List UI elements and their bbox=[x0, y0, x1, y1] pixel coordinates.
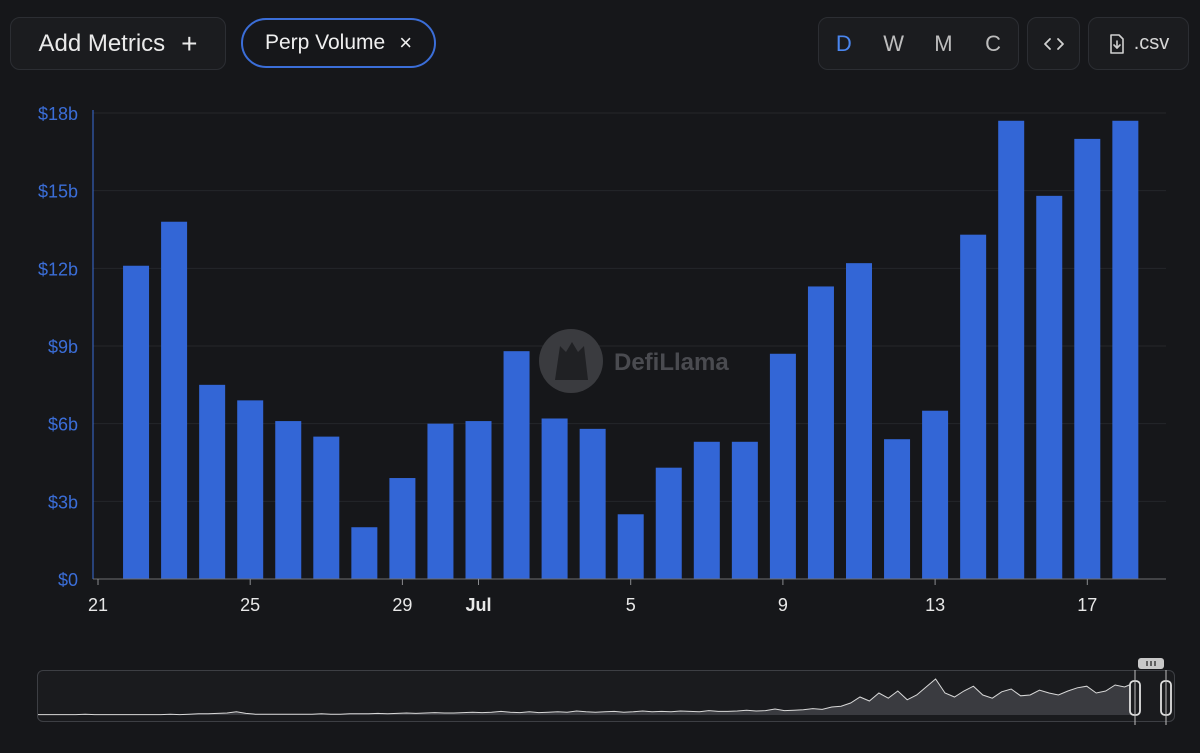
download-csv-button[interactable]: .csv bbox=[1088, 17, 1189, 70]
bar bbox=[161, 221, 188, 579]
add-metrics-button[interactable]: Add Metrics + bbox=[10, 17, 226, 70]
bar bbox=[1112, 120, 1139, 580]
csv-label: .csv bbox=[1133, 32, 1170, 54]
overview-line bbox=[38, 678, 1135, 716]
period-daily-button[interactable]: D bbox=[835, 30, 852, 56]
x-tick-label: 17 bbox=[1077, 595, 1097, 615]
watermark: DefiLlama bbox=[539, 329, 729, 393]
metric-chip-perp-volume[interactable]: Perp Volume × bbox=[241, 18, 436, 68]
bar bbox=[237, 400, 264, 579]
code-icon bbox=[1043, 37, 1064, 50]
bar bbox=[427, 423, 454, 579]
period-monthly-button[interactable]: M bbox=[934, 30, 953, 56]
watermark-text: DefiLlama bbox=[614, 349, 729, 376]
bar-chart: DefiLlama $0 $3b $6b $9b $12b $15b $18b 21 25 29… bbox=[38, 104, 1166, 615]
x-tick-label: Jul bbox=[465, 595, 491, 615]
period-selector: D W M C bbox=[818, 17, 1019, 70]
y-tick-label: $0 bbox=[58, 570, 78, 590]
overview-area bbox=[38, 679, 1134, 715]
period-cumulative-button[interactable]: C bbox=[985, 30, 1002, 56]
y-tick-label: $15b bbox=[38, 182, 78, 202]
toolbar: Add Metrics + Perp Volume × D W M C .csv bbox=[0, 0, 1200, 90]
bar bbox=[846, 263, 872, 579]
plus-icon: + bbox=[181, 27, 198, 59]
period-weekly-button[interactable]: W bbox=[883, 30, 904, 56]
bar bbox=[123, 265, 150, 579]
x-tick-label: 29 bbox=[392, 595, 412, 615]
bar bbox=[389, 478, 416, 579]
bar bbox=[1074, 138, 1101, 579]
bar bbox=[579, 428, 606, 579]
bar bbox=[503, 351, 530, 579]
y-tick-label: $9b bbox=[48, 337, 78, 357]
x-tick-label: 13 bbox=[925, 595, 945, 615]
overview-sparkline bbox=[38, 678, 1135, 716]
add-metrics-label: Add Metrics bbox=[38, 29, 166, 57]
bar bbox=[769, 353, 796, 579]
bar bbox=[275, 421, 302, 579]
metric-chip-label: Perp Volume bbox=[264, 31, 386, 54]
file-download-icon bbox=[1109, 33, 1124, 54]
bar bbox=[731, 441, 758, 579]
y-tick-label: $3b bbox=[48, 492, 78, 512]
x-tick-label: 5 bbox=[626, 595, 636, 615]
bar bbox=[541, 418, 568, 579]
y-tick-label: $12b bbox=[38, 259, 78, 279]
x-tick-label: 9 bbox=[778, 595, 788, 615]
bar bbox=[998, 120, 1025, 580]
bar bbox=[922, 410, 949, 579]
range-brush[interactable] bbox=[37, 670, 1175, 722]
bar bbox=[617, 514, 644, 579]
bar bbox=[465, 421, 492, 579]
close-icon[interactable]: × bbox=[399, 30, 413, 55]
bar bbox=[313, 436, 340, 579]
x-tick-label: 25 bbox=[240, 595, 260, 615]
bars bbox=[123, 120, 1139, 580]
gridlines bbox=[93, 112, 1166, 502]
bar bbox=[1036, 195, 1063, 579]
embed-button[interactable] bbox=[1027, 17, 1080, 70]
y-tick-label: $18b bbox=[38, 104, 78, 124]
bar bbox=[807, 286, 834, 579]
bar bbox=[199, 384, 226, 579]
bar bbox=[693, 441, 720, 579]
bar bbox=[960, 234, 987, 579]
y-tick-label: $6b bbox=[48, 415, 78, 435]
llama-logo-mark bbox=[555, 342, 588, 380]
x-tick-label: 21 bbox=[88, 595, 108, 615]
y-axis-ticks: $0 $3b $6b $9b $12b $15b $18b bbox=[38, 104, 78, 590]
brush-handles bbox=[1129, 658, 1172, 725]
x-axis-ticks: 21 25 29 Jul 5 9 13 17 bbox=[88, 579, 1097, 615]
bar bbox=[655, 467, 682, 579]
bar bbox=[884, 439, 911, 579]
bar bbox=[351, 527, 378, 579]
